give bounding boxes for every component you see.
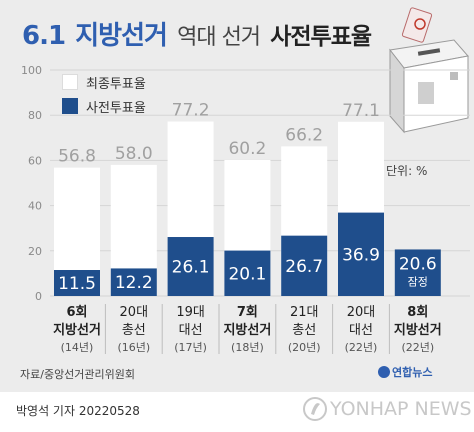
category-label-line2: 지방선거 (53, 322, 101, 338)
category-label-line1: 7회 (237, 304, 258, 320)
category-label-line1: 6회 (66, 304, 87, 320)
category-label-year: (22년) (345, 341, 378, 354)
category-label-line1: 20대 (347, 305, 376, 320)
title-middle: 역대 선거 (177, 25, 261, 50)
category-label-line2: 지방선거 (223, 322, 271, 338)
bar-early (281, 235, 328, 296)
category-label-year: (22년) (401, 341, 434, 354)
watermark-text: YONHAP NEWS (330, 398, 472, 420)
chart-title: 6.1 지방선거 역대 선거 사전투표율 (22, 14, 372, 52)
bars: 56.8 11.5 58.0 12.2 77.2 26.1 60.2 20.1 66.2 26.7… (54, 101, 441, 296)
byline: 박영석 기자 20220528 (16, 404, 140, 418)
early-value-label: 20.6 (399, 254, 437, 274)
legend: 최종투표율 사전투표율 (62, 70, 146, 118)
category-label-year: (20년) (288, 341, 321, 354)
source-text: 자료/중앙선거관리위원회 (20, 368, 136, 381)
bar-early (167, 237, 214, 296)
bar-early (54, 270, 100, 296)
legend-label-total: 최종투표율 (86, 76, 146, 92)
title-end: 사전투표율 (270, 24, 372, 50)
agency-mini-icon (378, 366, 390, 378)
early-value-label: 11.5 (58, 274, 96, 294)
watermark: YONHAP NEWS (300, 394, 474, 424)
early-value-label: 20.1 (228, 264, 266, 284)
category-label-line1: 19대 (176, 305, 205, 320)
category-label-line2: 지방선거 (394, 322, 442, 338)
early-value-label: 26.7 (285, 257, 323, 277)
legend-label-early: 사전투표율 (86, 100, 146, 116)
title-number: 6.1 (22, 21, 66, 51)
category-label-line2: 대선 (179, 323, 203, 338)
legend-item-total: 최종투표율 (62, 70, 146, 94)
category-label-year: (17년) (174, 341, 207, 354)
category-label-line1: 21대 (290, 305, 319, 320)
bar-early (394, 249, 441, 296)
y-tick-label: 100 (21, 64, 42, 77)
category-label-line1: 8회 (407, 304, 428, 320)
bar-early (110, 268, 157, 296)
legend-swatch-total (62, 74, 78, 90)
y-tick-label: 20 (28, 245, 42, 258)
category-label-line2: 총선 (292, 323, 316, 338)
category-label-year: (14년) (61, 341, 94, 354)
bar-early (224, 250, 271, 296)
category-label-line1: 20대 (120, 305, 149, 320)
y-tick-label: 0 (35, 290, 42, 303)
category-label-line2: 대선 (349, 323, 373, 338)
bar-chart: 0 20 40 60 80 100 56.8 11.5 58.0 12.2 77.2 26.1 60.… (21, 64, 470, 354)
category-label-line2: 총선 (122, 323, 146, 338)
total-value-label: 56.8 (58, 147, 96, 167)
title-main: 지방선거 (75, 21, 168, 51)
category-label-year: (16년) (117, 341, 150, 354)
provisional-note: 잠정 (408, 275, 428, 288)
y-tick-label: 60 (28, 154, 42, 167)
early-value-label: 26.1 (172, 258, 210, 278)
agency-mini-logo: 연합뉴스 (378, 364, 432, 380)
y-axis-ticks: 0 20 40 60 80 100 (21, 64, 42, 303)
total-value-label: 66.2 (285, 125, 323, 145)
total-value-label: 77.1 (342, 101, 380, 121)
unit-label: 단위: % (386, 164, 428, 178)
legend-item-early: 사전투표율 (62, 94, 146, 118)
total-value-label: 58.0 (115, 144, 153, 164)
bar-early (338, 212, 384, 296)
early-value-label: 36.9 (342, 245, 380, 265)
total-value-label: 77.2 (172, 101, 210, 121)
y-tick-label: 40 (28, 200, 42, 213)
legend-swatch-early (62, 98, 78, 114)
total-value-label: 60.2 (228, 139, 266, 159)
watermark-logo-icon (303, 397, 327, 421)
early-value-label: 12.2 (115, 273, 153, 293)
category-label-year: (18년) (231, 341, 264, 354)
y-tick-label: 80 (28, 109, 42, 122)
agency-mini-text: 연합뉴스 (392, 366, 433, 379)
